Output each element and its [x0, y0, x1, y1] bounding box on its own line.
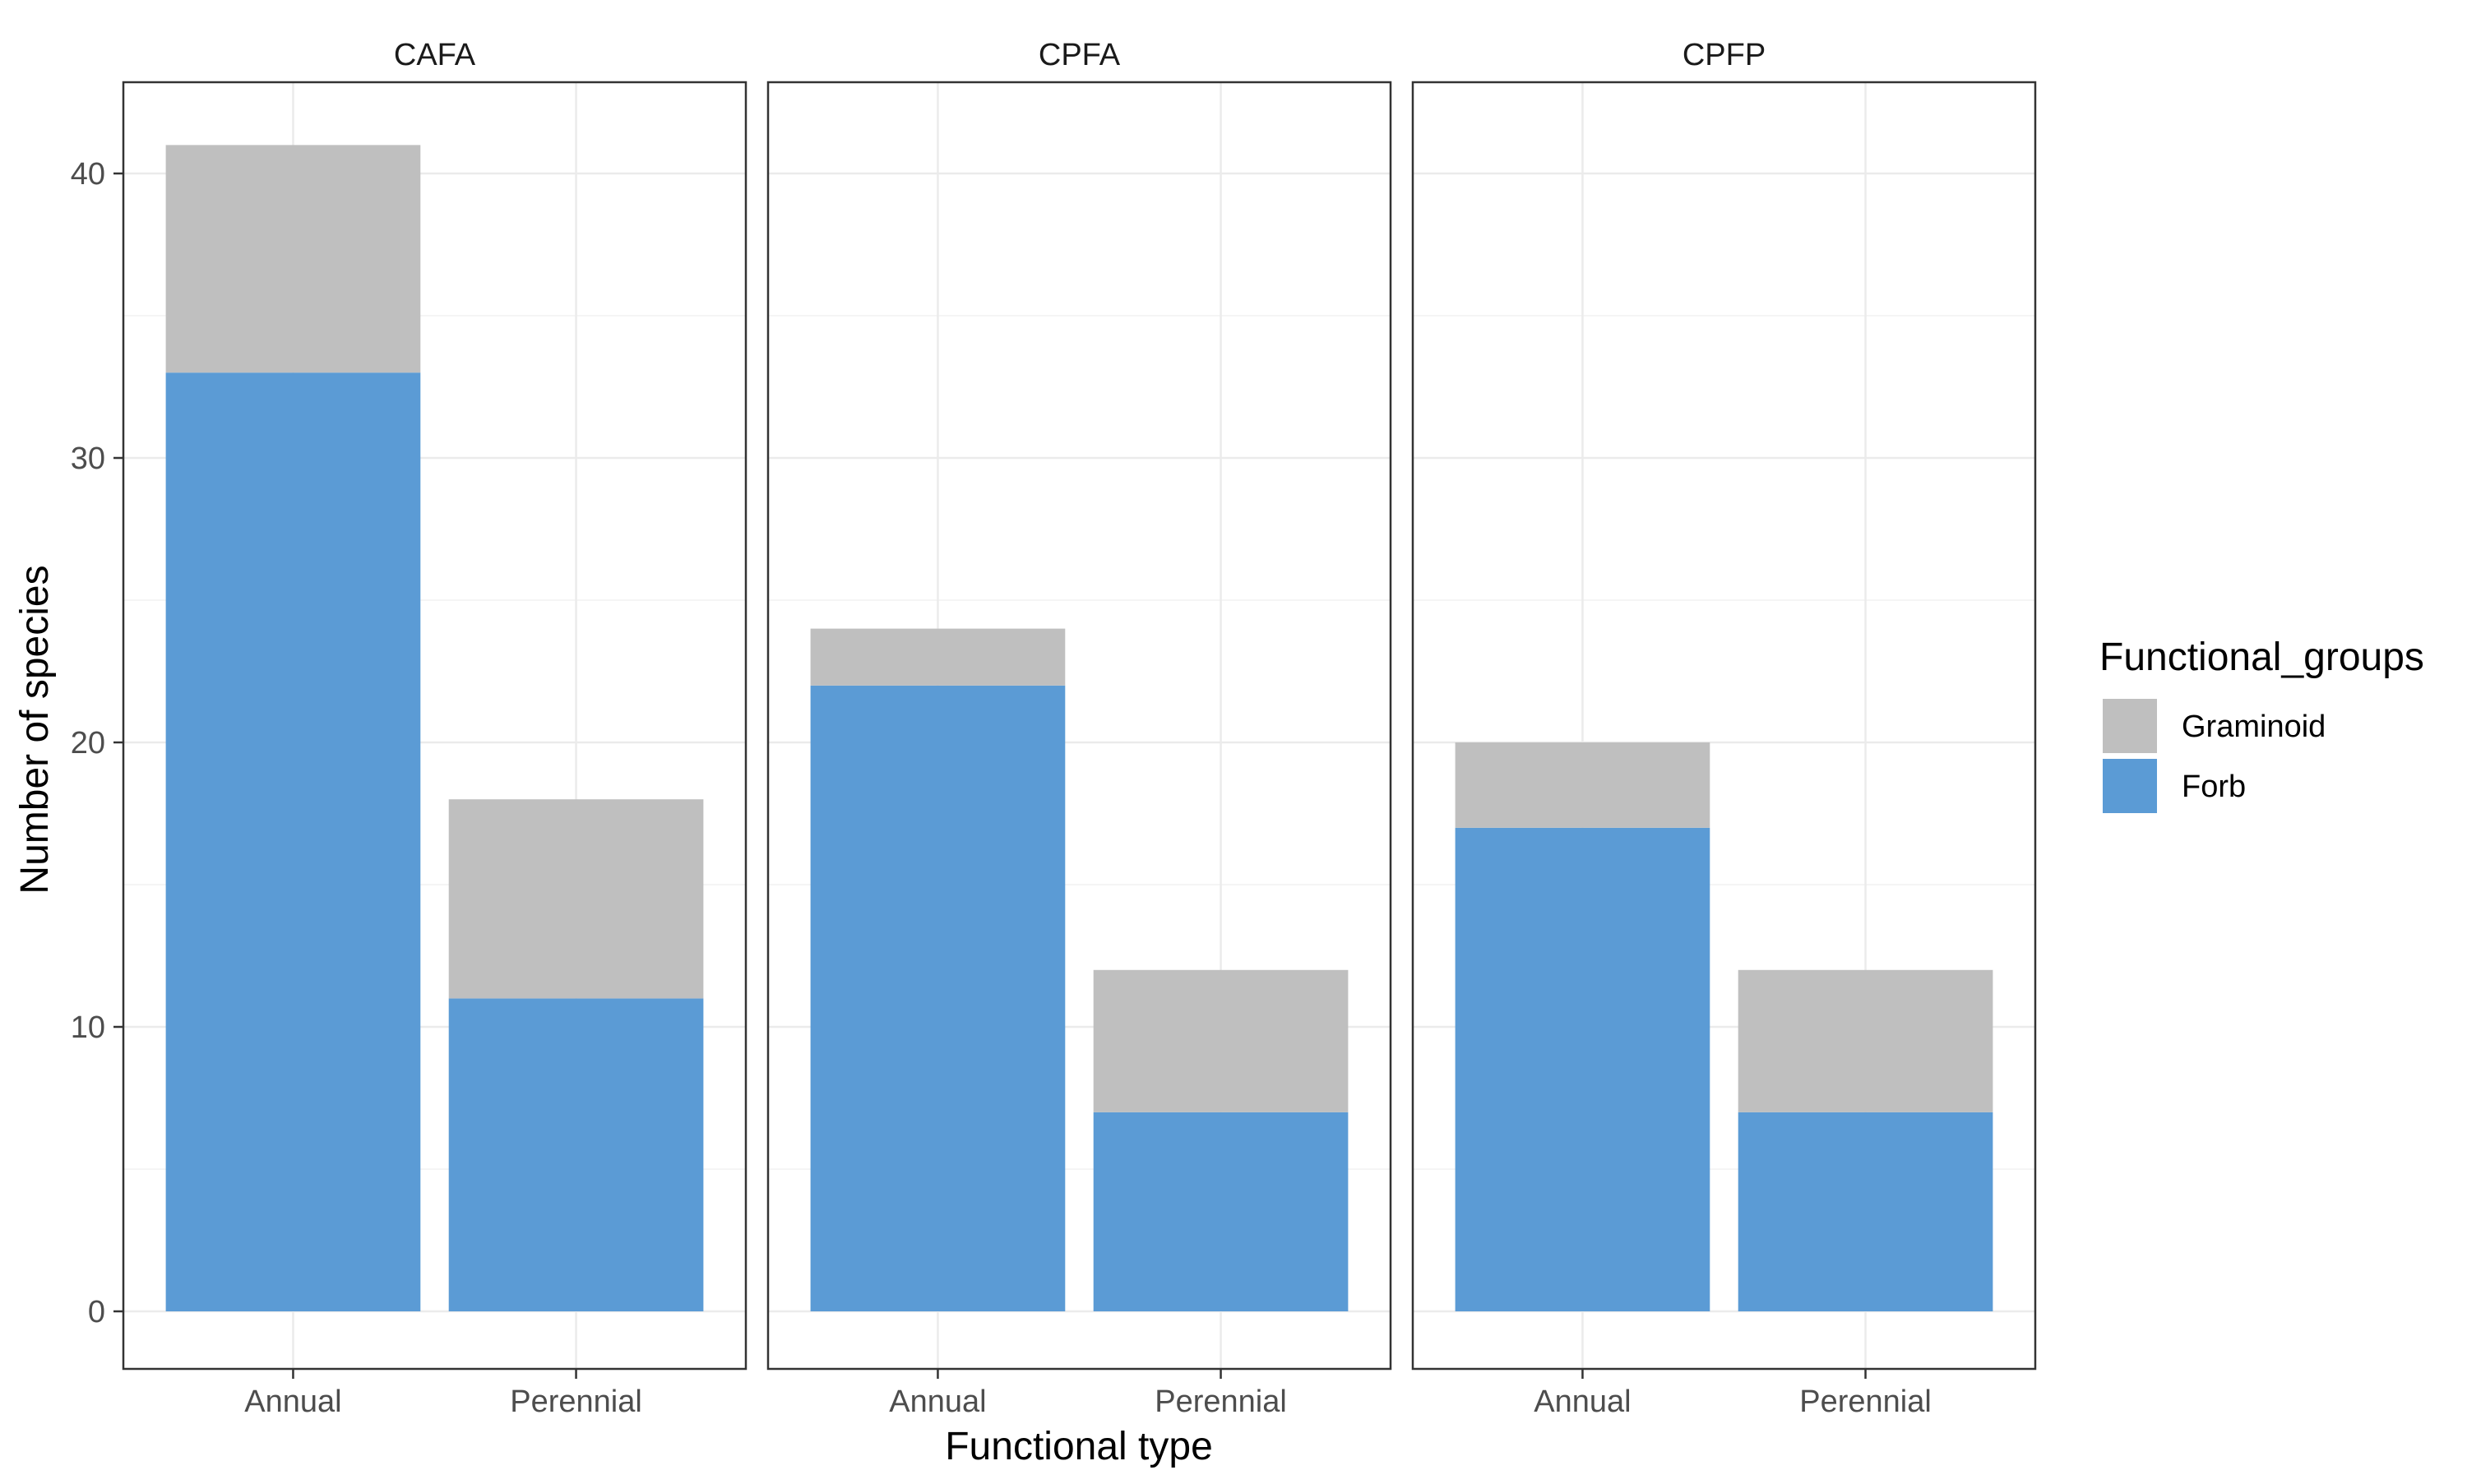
y-tick-label: 0 — [88, 1295, 105, 1329]
bar-cafa-perennial-forb — [448, 998, 704, 1311]
x-tick-label: Annual — [889, 1385, 986, 1419]
y-tick-label: 10 — [71, 1010, 105, 1045]
bar-cafa-perennial-graminoid — [448, 799, 704, 999]
x-tick-label: Perennial — [1799, 1385, 1932, 1419]
panel-border — [1411, 81, 2037, 1371]
bar-cpfp-perennial-graminoid — [1738, 969, 1993, 1112]
panel-border — [766, 81, 1392, 1371]
legend-label-graminoid: Graminoid — [2182, 710, 2326, 744]
bar-cafa-annual-forb — [165, 372, 421, 1312]
legend-label-forb: Forb — [2182, 770, 2246, 804]
x-tick-label: Annual — [244, 1385, 341, 1419]
y-tick-label: 30 — [71, 442, 105, 476]
legend-title: Functional_groups — [2099, 636, 2424, 679]
bar-cpfa-perennial-graminoid — [1093, 969, 1349, 1112]
legend-key-graminoid — [2103, 699, 2157, 753]
panel-title-cafa: CAFA — [394, 38, 476, 72]
bar-cpfa-annual-forb — [810, 685, 1066, 1311]
x-axis-title: Functional type — [945, 1425, 1213, 1468]
x-tick-label: Perennial — [1155, 1385, 1287, 1419]
bar-cpfa-annual-graminoid — [810, 628, 1066, 686]
bar-cpfa-perennial-forb — [1093, 1112, 1349, 1311]
bar-cpfp-annual-graminoid — [1455, 742, 1710, 828]
panel-border — [122, 81, 748, 1371]
bar-cpfp-perennial-forb — [1738, 1112, 1993, 1311]
legend-key-forb — [2103, 759, 2157, 813]
x-tick-label: Annual — [1534, 1385, 1631, 1419]
panel-title-cpfp: CPFP — [1682, 38, 1766, 72]
y-axis-title: Number of species — [13, 565, 57, 894]
bar-cafa-annual-graminoid — [165, 145, 421, 373]
x-tick-label: Perennial — [510, 1385, 642, 1419]
y-tick-label: 40 — [71, 157, 105, 192]
y-tick-label: 20 — [71, 726, 105, 760]
bar-cpfp-annual-forb — [1455, 827, 1710, 1311]
panel-title-cpfa: CPFA — [1039, 38, 1121, 72]
